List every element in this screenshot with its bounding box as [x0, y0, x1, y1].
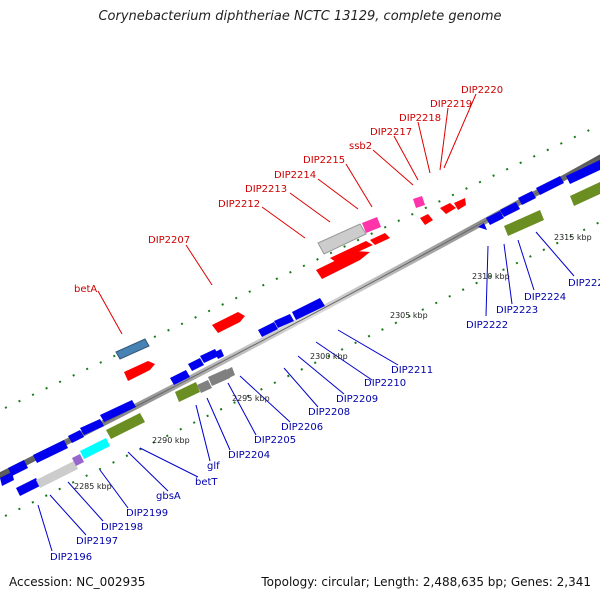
tick-2285: 2285 kbp — [74, 482, 112, 491]
gene-rev-13 — [292, 298, 325, 320]
tick-2300: 2300 kbp — [310, 352, 348, 361]
gene-rev-2 — [8, 460, 28, 476]
gene-DIP2220 — [454, 198, 466, 210]
label-DIP2217: DIP2217 — [370, 127, 412, 138]
label-DIP2219: DIP2219 — [430, 99, 472, 110]
label-glf: glf — [207, 461, 220, 472]
gene-gbsA — [106, 413, 145, 439]
gene-rev-6 — [100, 400, 136, 422]
gene-DIP2204 — [197, 380, 212, 393]
gene-rev-17 — [518, 191, 536, 205]
label-DIP2224: DIP2224 — [524, 292, 566, 303]
label-DIP2214: DIP2214 — [274, 170, 316, 181]
label-DIP2215: DIP2215 — [303, 155, 345, 166]
gene-DIP2222 — [504, 210, 544, 236]
label-DIP2209: DIP2209 — [336, 394, 378, 405]
gene-DIP2196 — [16, 478, 40, 496]
label-DIP2210: DIP2210 — [364, 378, 406, 389]
gene-DIP2212 — [316, 251, 370, 279]
label-DIP2225: DIP2225 — [568, 278, 600, 289]
gene-DIP2199 — [80, 438, 110, 459]
label-DIP2198: DIP2198 — [101, 522, 143, 533]
gene-DIP2198 — [72, 454, 84, 466]
position-ticks: 2285 kbp 2290 kbp 2295 kbp 2300 kbp 2305… — [74, 233, 592, 491]
gene-rev-5 — [80, 419, 104, 435]
label-DIP2206: DIP2206 — [281, 422, 323, 433]
gene-DIP2205 — [208, 369, 230, 386]
label-DIP2207: DIP2207 — [148, 235, 190, 246]
reverse-gene-labels: DIP2196 DIP2197 DIP2198 DIP2199 gbsA bet… — [50, 278, 600, 563]
gene-rev-3 — [33, 440, 68, 463]
label-ssb2: ssb2 — [349, 141, 372, 152]
label-DIP2222: DIP2222 — [466, 320, 508, 331]
gene-DIP2218 — [420, 214, 433, 225]
label-DIP2212: DIP2212 — [218, 199, 260, 210]
gene-rev-14 — [478, 223, 487, 230]
tick-2290: 2290 kbp — [152, 436, 190, 445]
reverse-leaders — [37, 231, 575, 552]
accession-text: Accession: NC_002935 — [9, 575, 146, 589]
label-DIP2196: DIP2196 — [50, 552, 92, 563]
gene-DIP2207 — [212, 312, 245, 333]
gene-DIP2215 — [362, 217, 381, 233]
label-DIP2211: DIP2211 — [391, 365, 433, 376]
tick-2295: 2295 kbp — [232, 394, 270, 403]
label-DIP2208: DIP2208 — [308, 407, 350, 418]
gene-DIP2225 — [570, 182, 600, 206]
gene-DIP2214 — [317, 223, 367, 255]
gene-rev-8 — [188, 358, 204, 371]
inner-dotted-track — [4, 221, 600, 517]
label-betA: betA — [74, 284, 97, 295]
gene-DIP2219 — [440, 203, 456, 214]
label-DIP2199: DIP2199 — [126, 508, 168, 519]
genome-title: Corynebacterium diphtheriae NCTC 13129, … — [98, 9, 502, 24]
gene-betA — [115, 338, 150, 360]
topology-text: Topology: circular; Length: 2,488,635 bp… — [261, 575, 591, 589]
label-DIP2223: DIP2223 — [496, 305, 538, 316]
gene-DIP2197 — [36, 461, 78, 488]
forward-leaders — [97, 93, 477, 335]
tick-2310: 2310 kbp — [472, 272, 510, 281]
gene-DIP2206 — [226, 367, 235, 378]
tick-2305: 2305 kbp — [390, 311, 428, 320]
outer-dotted-track — [4, 124, 600, 409]
gene-rev-15 — [486, 211, 504, 225]
gene-rev-10 — [215, 349, 224, 359]
forward-gene-labels: betA DIP2207 DIP2212 DIP2213 DIP2214 DIP… — [74, 85, 503, 295]
gene-rev-9 — [200, 349, 219, 363]
label-DIP2197: DIP2197 — [76, 536, 118, 547]
gene-glf — [175, 382, 200, 402]
label-DIP2205: DIP2205 — [254, 435, 296, 446]
label-DIP2204: DIP2204 — [228, 450, 270, 461]
gene-ssb2 — [370, 233, 390, 245]
forward-genes — [115, 196, 466, 381]
gene-betA-arrow — [124, 361, 155, 381]
gene-rev-4 — [68, 430, 84, 443]
tick-2315: 2315 kbp — [554, 233, 592, 242]
gene-rev-16 — [500, 202, 520, 217]
label-DIP2220: DIP2220 — [461, 85, 503, 96]
gene-rev-1 — [0, 472, 14, 486]
label-gbsA: gbsA — [156, 491, 181, 502]
gene-rev-12 — [274, 314, 294, 328]
gene-DIP2213 — [330, 241, 373, 262]
gene-rev-19 — [566, 160, 600, 184]
label-betT: betT — [195, 477, 218, 488]
label-DIP2213: DIP2213 — [245, 184, 287, 195]
label-DIP2218: DIP2218 — [399, 113, 441, 124]
gene-rev-11 — [258, 322, 278, 337]
gene-DIP2217 — [413, 196, 425, 208]
gene-rev-18 — [536, 176, 564, 195]
reverse-genes — [0, 160, 600, 496]
gene-rev-7 — [170, 370, 190, 385]
